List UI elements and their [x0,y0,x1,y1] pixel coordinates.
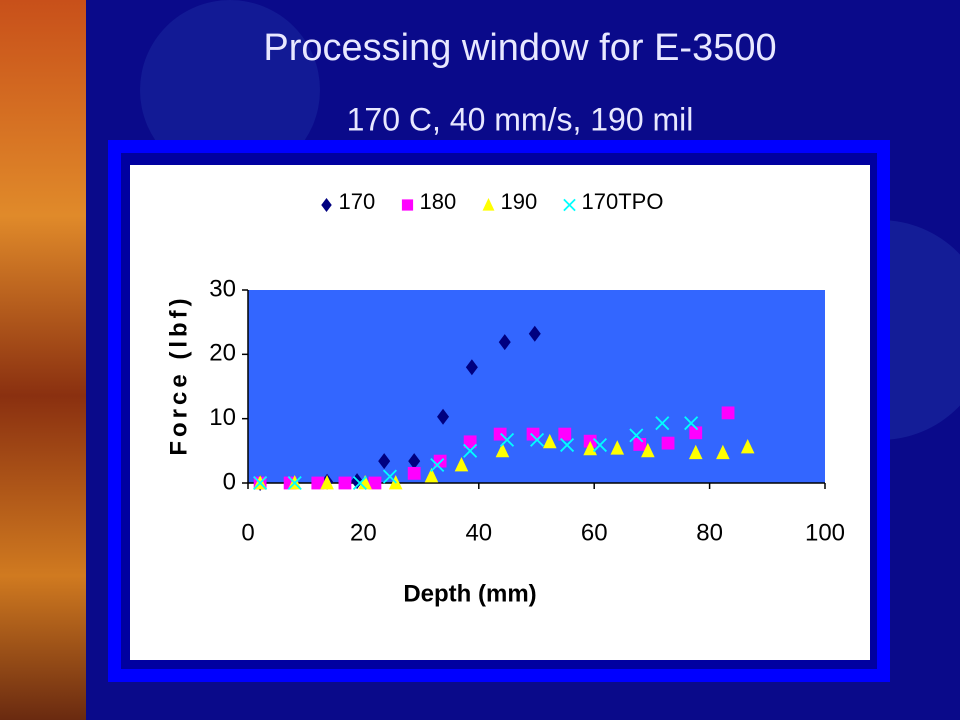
marker-diamond [408,453,421,470]
marker-square [463,435,477,449]
marker-triangle [641,442,655,458]
marker-triangle [583,440,597,456]
gear-decoration [140,0,320,180]
x-tick-label: 80 [696,519,723,546]
y-tick-label: 20 [209,340,236,367]
marker-diamond [321,198,332,212]
decorative-strip [0,0,86,720]
marker-x [530,432,545,447]
x-tick-label: 60 [581,519,608,546]
marker-square [311,476,325,490]
x-tick-label: 20 [350,519,377,546]
x-tick-label: 40 [465,519,492,546]
marker-square [407,466,421,480]
legend-label: 170 [339,189,376,214]
marker-diamond [465,359,478,376]
marker-diamond [437,408,450,425]
x-tick-label: 100 [805,519,845,546]
marker-x [382,469,397,484]
marker-square [558,427,572,441]
marker-x [500,432,515,447]
marker-x [463,443,478,458]
marker-square [338,476,352,490]
marker-square [689,426,703,440]
marker-triangle [688,444,703,460]
marker-triangle [542,433,557,449]
y-tick-label: 10 [209,404,236,431]
marker-diamond [378,453,391,470]
marker-triangle [740,438,755,454]
y-tick-label: 0 [223,468,236,495]
marker-x [352,475,367,491]
marker-diamond [498,334,511,351]
marker-triangle [454,456,469,472]
marker-x [560,438,575,453]
legend-label: 170TPO [582,189,664,214]
marker-triangle [424,467,439,483]
marker-x [287,475,302,491]
marker-triangle [482,198,495,211]
marker-square [368,476,382,490]
marker-x [253,475,268,491]
marker-square [661,436,675,450]
plot-area [248,290,825,483]
y-tick-label: 30 [209,275,236,302]
marker-square [401,199,414,211]
marker-triangle [320,475,334,490]
marker-triangle [716,444,730,460]
y-axis-label: Force (lbf) [165,294,192,455]
marker-square [721,406,735,420]
slide-subtitle: 170 C, 40 mm/s, 190 mil [347,101,694,137]
legend-label: 180 [420,189,457,214]
slide-title: Processing window for E-3500 [263,27,776,69]
marker-square [526,427,540,441]
marker-x [563,198,576,212]
marker-x [629,428,644,443]
x-tick-label: 0 [241,519,254,546]
marker-x [430,457,445,473]
marker-x [592,438,608,453]
x-axis-label: Depth (mm) [403,580,536,607]
marker-diamond [528,325,541,342]
marker-triangle [495,442,510,458]
legend-label: 190 [501,189,538,214]
marker-triangle [610,440,625,455]
marker-x [655,416,670,431]
marker-x [684,416,699,431]
